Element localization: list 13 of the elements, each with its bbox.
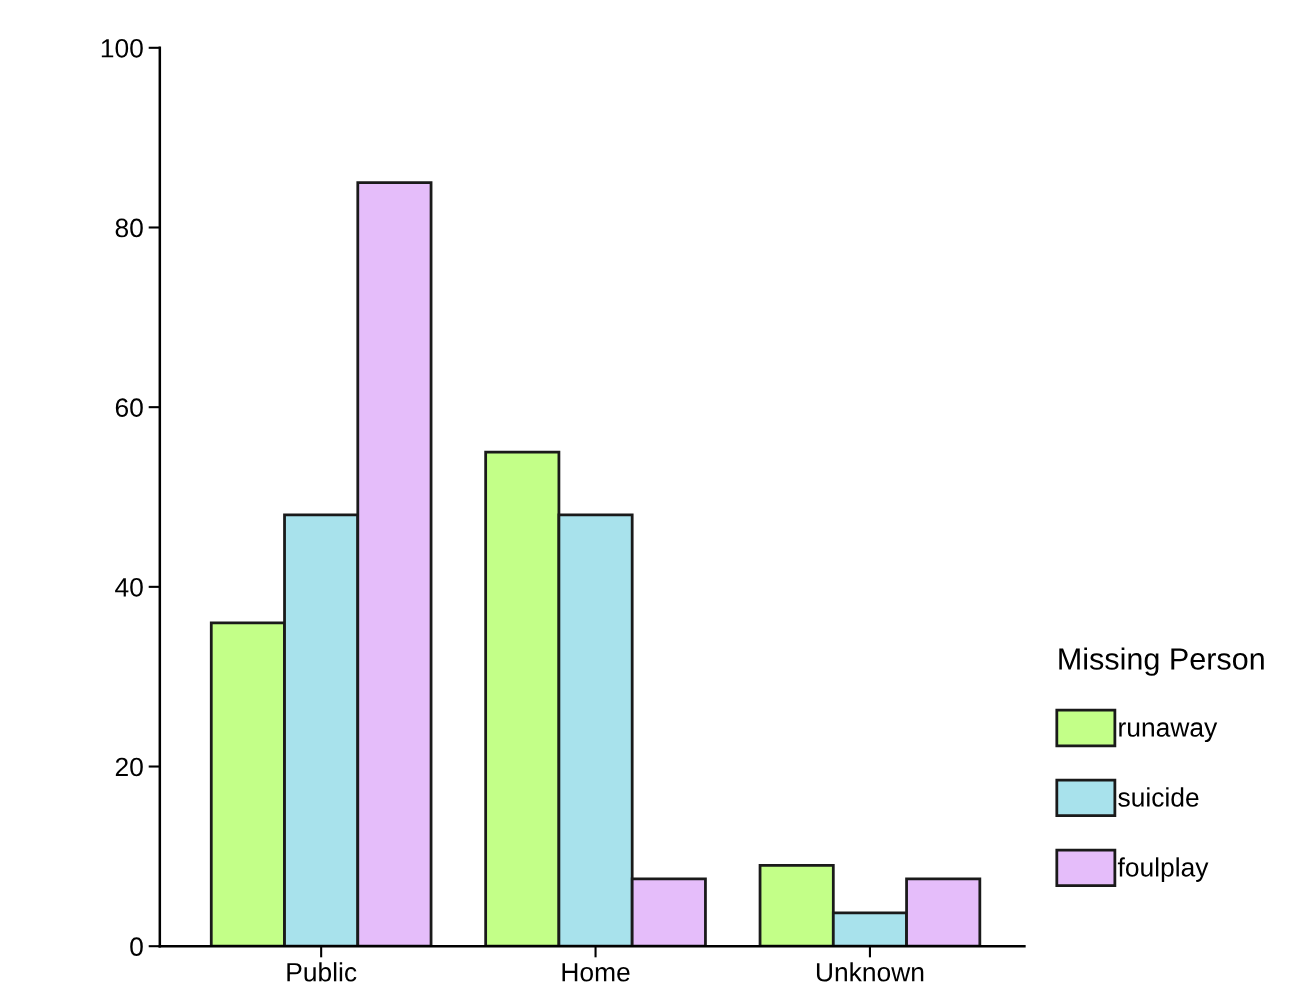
y-tick-label: 60 <box>115 398 143 417</box>
y-tick-label: 20 <box>115 757 143 777</box>
y-tick-label: 40 <box>115 577 143 597</box>
x-tick-label: Public <box>287 962 357 982</box>
x-tick-label: Home <box>562 963 630 982</box>
x-tick-label: Unknown <box>816 962 924 982</box>
y-tick-label: 80 <box>115 218 143 238</box>
legend-label: runaway <box>1119 722 1218 743</box>
legend-label: suicide <box>1118 787 1199 807</box>
y-tick-label: 0 <box>130 937 143 957</box>
legend-title: Missing Person <box>1059 647 1264 676</box>
y-tick-label: 100 <box>101 38 143 58</box>
legend-label: foulplay <box>1117 857 1209 882</box>
